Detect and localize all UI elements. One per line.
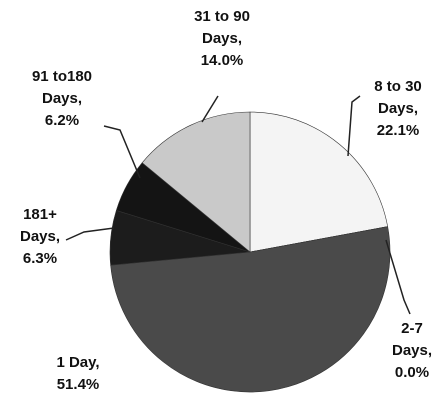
slice-value: 6.3% <box>22 250 58 267</box>
leader-line <box>385 239 411 315</box>
leader-line <box>65 227 115 241</box>
slice-label: 8 to 30 Days, 22.1% <box>360 76 436 142</box>
slice-category: 8 to 30 Days, <box>374 78 422 117</box>
leader-line <box>201 95 219 123</box>
slice-value: 6.2% <box>44 112 80 129</box>
slice-label: 31 to 90 Days, 14.0% <box>180 6 264 72</box>
slice-category: 2-7 Days, <box>391 320 433 359</box>
pie-slice <box>249 111 389 253</box>
leader-lines <box>65 95 411 315</box>
slice-label: 181+ Days, 6.3% <box>12 204 68 270</box>
slice-label: 2-7 Days, 0.0% <box>388 318 436 384</box>
slice-value: 22.1% <box>376 122 420 139</box>
slice-category: 1 Day, <box>56 354 100 371</box>
slice-value: 0.0% <box>394 364 430 381</box>
leader-line <box>347 95 361 157</box>
slices <box>109 111 391 393</box>
slice-category: 181+ Days, <box>19 206 61 245</box>
slice-value: 14.0% <box>200 52 244 69</box>
slice-category: 31 to 90 Days, <box>194 8 250 47</box>
slice-label: 1 Day, 51.4% <box>38 352 118 396</box>
pie-slice <box>110 226 391 393</box>
slice-label: 91 to180 Days, 6.2% <box>20 66 104 132</box>
leader-line <box>103 125 141 179</box>
slice-category: 91 to180 Days, <box>31 68 93 107</box>
slice-value: 51.4% <box>56 376 100 393</box>
pie-slice <box>141 111 251 253</box>
